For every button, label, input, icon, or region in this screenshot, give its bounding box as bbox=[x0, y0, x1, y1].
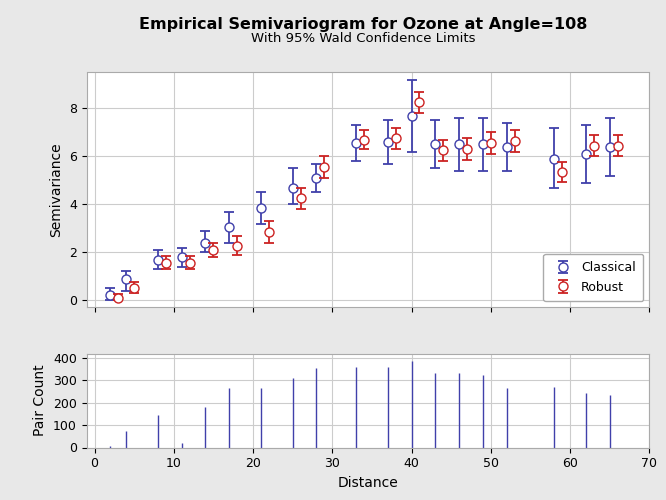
Y-axis label: Pair Count: Pair Count bbox=[33, 364, 47, 436]
X-axis label: Distance: Distance bbox=[338, 476, 398, 490]
Text: Empirical Semivariogram for Ozone at Angle=108: Empirical Semivariogram for Ozone at Ang… bbox=[139, 18, 587, 32]
Y-axis label: Semivariance: Semivariance bbox=[49, 142, 63, 238]
Text: With 95% Wald Confidence Limits: With 95% Wald Confidence Limits bbox=[250, 32, 476, 46]
Legend: Classical, Robust: Classical, Robust bbox=[543, 254, 643, 301]
